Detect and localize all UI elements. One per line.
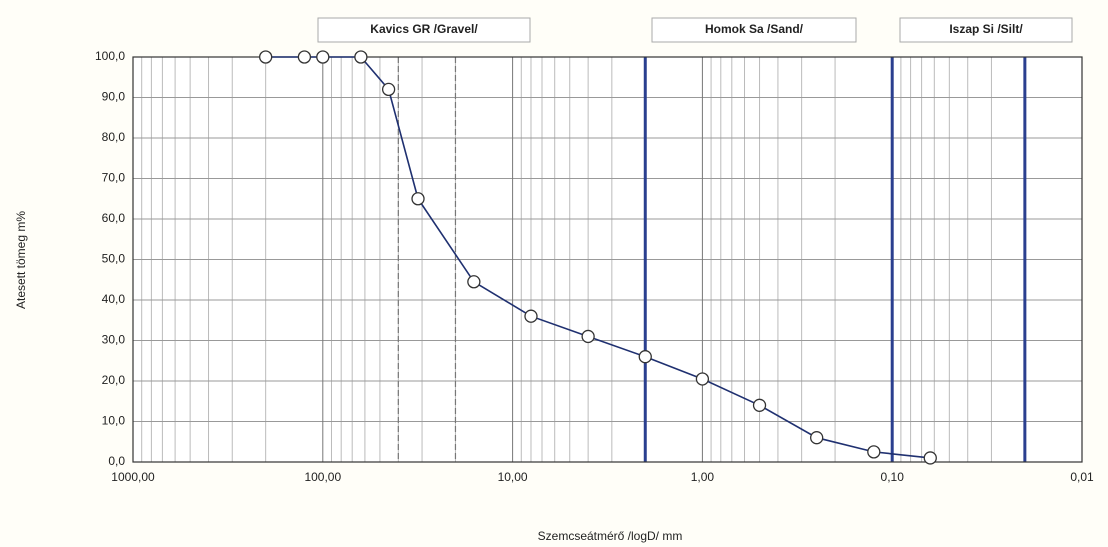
y-tick-label: 100,0 — [95, 49, 125, 63]
data-point — [581, 329, 595, 344]
zone-box — [899, 17, 1073, 43]
data-point — [752, 398, 767, 412]
y-tick-label: 0,0 — [108, 454, 125, 468]
data-point — [297, 50, 312, 64]
data-point — [810, 431, 824, 445]
data-point — [638, 350, 652, 364]
y-tick-label: 50,0 — [102, 252, 126, 266]
y-tick-label: 70,0 — [102, 171, 126, 185]
x-tick-label: 0,10 — [881, 470, 905, 484]
data-point — [867, 445, 881, 459]
x-tick-label: 100,00 — [304, 470, 341, 484]
plot-frame — [132, 56, 1083, 463]
y-tick-label: 20,0 — [102, 373, 126, 387]
x-tick-label: 1,00 — [691, 470, 715, 484]
data-point — [524, 309, 538, 323]
data-point — [354, 50, 368, 64]
zone-label: Kavics GR /Gravel/ — [370, 22, 478, 36]
data-point — [316, 50, 330, 64]
zone-box — [317, 17, 531, 43]
data-point — [381, 82, 396, 97]
x-axis-label: Szemcseátmérő /logD/ mm — [538, 529, 683, 543]
x-tick-label: 10,00 — [498, 470, 528, 484]
y-tick-label: 40,0 — [102, 292, 126, 306]
y-tick-label: 80,0 — [102, 130, 126, 144]
data-point — [411, 192, 425, 206]
zone-label: Homok Sa /Sand/ — [705, 22, 804, 36]
y-tick-label: 10,0 — [102, 414, 126, 428]
data-point — [695, 372, 710, 386]
x-tick-label: 0,01 — [1070, 470, 1094, 484]
y-tick-label: 60,0 — [102, 211, 126, 225]
data-point — [259, 50, 273, 64]
data-point — [923, 451, 937, 465]
y-axis-label: Atesett tömeg m% — [14, 211, 28, 309]
y-tick-label: 30,0 — [102, 333, 126, 347]
zone-box — [651, 17, 857, 43]
x-tick-label: 1000,00 — [111, 470, 155, 484]
y-tick-label: 90,0 — [102, 90, 126, 104]
zone-label: Iszap Si /Silt/ — [949, 22, 1023, 36]
data-point — [467, 275, 481, 289]
